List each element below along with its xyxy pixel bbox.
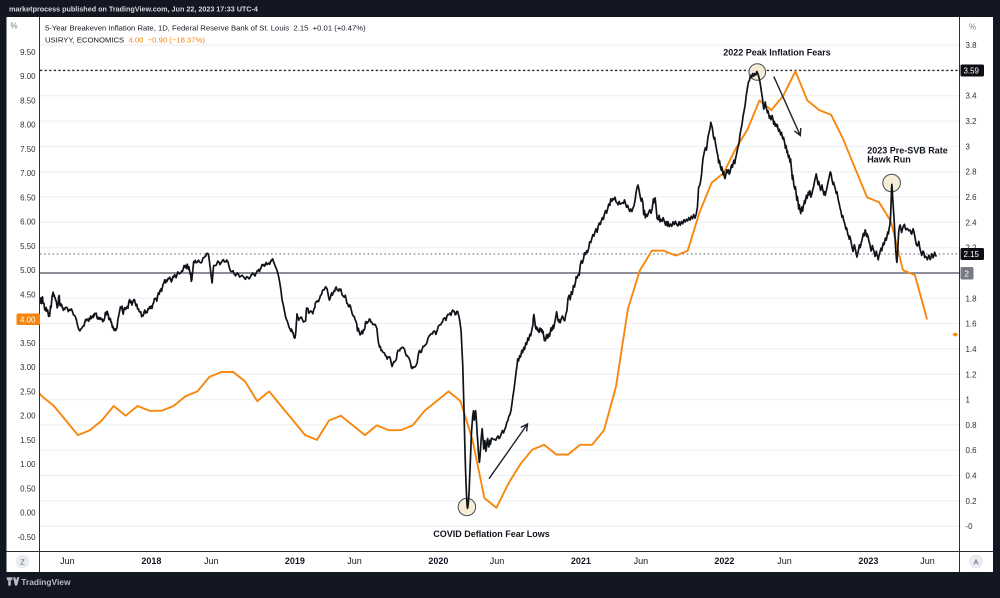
svg-text:1: 1 bbox=[966, 396, 970, 405]
svg-text:3: 3 bbox=[966, 142, 971, 151]
svg-text:1.8: 1.8 bbox=[966, 294, 978, 303]
svg-text:Hawk Run: Hawk Run bbox=[867, 155, 911, 165]
svg-text:A: A bbox=[973, 558, 978, 567]
svg-text:6.50: 6.50 bbox=[20, 193, 36, 202]
svg-text:8.50: 8.50 bbox=[20, 96, 36, 105]
svg-text:2.15: 2.15 bbox=[964, 250, 980, 259]
svg-text:Z: Z bbox=[20, 558, 25, 567]
svg-text:0.2: 0.2 bbox=[966, 497, 977, 506]
svg-text:2.00: 2.00 bbox=[20, 412, 36, 421]
svg-text:7.50: 7.50 bbox=[20, 145, 36, 154]
svg-text:0.4: 0.4 bbox=[966, 472, 978, 481]
svg-text:Jun: Jun bbox=[777, 556, 792, 566]
svg-text:-0: -0 bbox=[966, 522, 974, 531]
svg-text:%: % bbox=[969, 23, 976, 32]
svg-text:Jun: Jun bbox=[60, 556, 75, 566]
svg-text:Jun: Jun bbox=[204, 556, 219, 566]
svg-text:5-Year Breakeven Inflation Rat: 5-Year Breakeven Inflation Rate, 1D, Fed… bbox=[45, 23, 366, 32]
svg-text:1.2: 1.2 bbox=[966, 370, 977, 379]
svg-text:1.50: 1.50 bbox=[20, 436, 36, 445]
svg-text:Jun: Jun bbox=[634, 556, 649, 566]
svg-text:3.00: 3.00 bbox=[20, 363, 36, 372]
svg-text:0.50: 0.50 bbox=[20, 484, 36, 493]
svg-text:2.8: 2.8 bbox=[966, 168, 978, 177]
svg-text:Jun: Jun bbox=[347, 556, 362, 566]
svg-text:9.50: 9.50 bbox=[20, 48, 36, 57]
svg-text:6.00: 6.00 bbox=[20, 218, 36, 227]
svg-text:2020: 2020 bbox=[428, 556, 448, 566]
svg-text:3.59: 3.59 bbox=[964, 67, 980, 76]
svg-text:2022: 2022 bbox=[714, 556, 734, 566]
svg-text:1.4: 1.4 bbox=[966, 345, 978, 354]
svg-text:1.6: 1.6 bbox=[966, 320, 978, 329]
svg-text:4.00: 4.00 bbox=[20, 316, 36, 325]
svg-text:8.00: 8.00 bbox=[20, 121, 36, 130]
svg-text:7.00: 7.00 bbox=[20, 169, 36, 178]
svg-text:5.50: 5.50 bbox=[20, 242, 36, 251]
svg-text:2023: 2023 bbox=[858, 556, 878, 566]
svg-text:1.00: 1.00 bbox=[20, 460, 36, 469]
svg-text:Jun: Jun bbox=[490, 556, 505, 566]
svg-text:0.00: 0.00 bbox=[20, 509, 36, 518]
svg-text:2: 2 bbox=[965, 270, 969, 279]
svg-text:COVID Deflation Fear Lows: COVID Deflation Fear Lows bbox=[433, 529, 550, 539]
svg-text:Jun: Jun bbox=[920, 556, 935, 566]
svg-text:3.2: 3.2 bbox=[966, 117, 977, 126]
svg-text:4.50: 4.50 bbox=[20, 290, 36, 299]
svg-text:2.6: 2.6 bbox=[966, 193, 978, 202]
svg-text:2021: 2021 bbox=[571, 556, 591, 566]
svg-text:USIRYY, ECONOMICS 4.00 −0.90: USIRYY, ECONOMICS 4.00 −0.90 (−18.37%) bbox=[45, 36, 205, 45]
svg-text:0.8: 0.8 bbox=[966, 421, 978, 430]
svg-text:3.4: 3.4 bbox=[966, 92, 978, 101]
svg-text:%: % bbox=[10, 22, 17, 31]
svg-text:2023 Pre-SVB Rate: 2023 Pre-SVB Rate bbox=[867, 146, 948, 156]
svg-text:3.50: 3.50 bbox=[20, 339, 36, 348]
svg-text:3.8: 3.8 bbox=[966, 41, 978, 50]
svg-text:2018: 2018 bbox=[141, 556, 161, 566]
svg-text:2.50: 2.50 bbox=[20, 387, 36, 396]
svg-text:9.00: 9.00 bbox=[20, 72, 36, 81]
svg-text:2022 Peak Inflation Fears: 2022 Peak Inflation Fears bbox=[723, 48, 831, 58]
svg-text:2019: 2019 bbox=[285, 556, 305, 566]
svg-text:TradingView: TradingView bbox=[21, 577, 71, 587]
svg-text:0.6: 0.6 bbox=[966, 446, 978, 455]
svg-text:2.4: 2.4 bbox=[966, 218, 978, 227]
svg-text:5.00: 5.00 bbox=[20, 266, 36, 275]
svg-text:-0.50: -0.50 bbox=[18, 533, 37, 542]
svg-text:marketprocess published on Tra: marketprocess published on TradingView.c… bbox=[9, 5, 258, 14]
